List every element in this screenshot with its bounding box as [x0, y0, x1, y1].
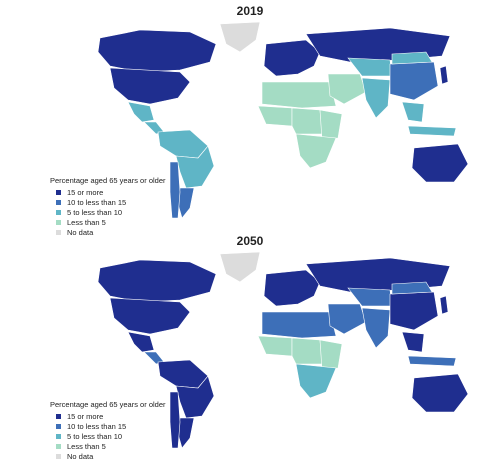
region-se-asia [401, 101, 425, 123]
region-usa [109, 297, 191, 335]
map-panel-2050: 2050 Percentage aged 65 years or older 1… [0, 230, 500, 461]
region-brazil [175, 145, 215, 189]
legend-label: No data [67, 227, 94, 237]
region-south-america-north [157, 129, 209, 159]
world-map-2050 [97, 252, 469, 449]
legend-label: Less than 5 [67, 217, 106, 227]
legend-2050: Percentage aged 65 years or older 15 or … [50, 400, 166, 461]
legend-swatch [56, 413, 61, 419]
region-central-asia [347, 57, 393, 77]
legend-item-5-10: 5 to less than 10 [50, 207, 166, 217]
legend-swatch [56, 219, 61, 225]
region-north-africa [261, 81, 337, 109]
legend-item-10-15: 10 to less than 15 [50, 421, 166, 431]
region-china [389, 61, 439, 101]
legend-swatch [56, 189, 61, 195]
legend-item-15-plus: 15 or more [50, 411, 166, 421]
region-mongolia [391, 281, 433, 295]
region-europe [263, 269, 321, 307]
legend-item-10-15: 10 to less than 15 [50, 197, 166, 207]
region-south-asia [361, 307, 391, 349]
map-title-2050: 2050 [236, 234, 264, 248]
region-central-asia [347, 287, 393, 307]
region-southern-africa [295, 363, 337, 399]
region-china [389, 291, 439, 331]
region-chile [169, 161, 181, 219]
legend-label: 15 or more [67, 411, 104, 421]
map-panel-2019: 2019 Percentage aged 65 years or older 1… [0, 0, 500, 237]
region-canada [97, 29, 217, 73]
legend-swatch [56, 443, 61, 449]
legend-label: 5 to less than 10 [67, 431, 123, 441]
region-argentina [177, 417, 195, 449]
region-chile [169, 391, 181, 449]
region-australia [411, 143, 469, 183]
region-canada [97, 259, 217, 303]
region-east-africa [319, 109, 343, 141]
region-south-america-north [157, 359, 209, 389]
region-north-africa [261, 311, 337, 339]
legend-2019: Percentage aged 65 years or older 15 or … [50, 176, 166, 237]
legend-label: Less than 5 [67, 441, 106, 451]
legend-swatch [56, 199, 61, 205]
region-east-africa [319, 339, 343, 371]
region-southern-africa [295, 133, 337, 169]
region-japan [439, 65, 449, 85]
region-indonesia [407, 355, 457, 367]
region-middle-east [327, 303, 367, 335]
region-japan [439, 295, 449, 315]
region-west-africa [257, 335, 293, 357]
legend-label: 5 to less than 10 [67, 207, 123, 217]
legend-item-15-plus: 15 or more [50, 187, 166, 197]
region-greenland [219, 252, 261, 283]
legend-title: Percentage aged 65 years or older [50, 400, 166, 409]
legend-swatch [56, 423, 61, 429]
region-usa [109, 67, 191, 105]
region-brazil [175, 375, 215, 419]
legend-swatch [56, 433, 61, 439]
legend-item-less-5: Less than 5 [50, 217, 166, 227]
legend-label: No data [67, 451, 94, 461]
region-mexico [127, 101, 155, 123]
region-argentina [177, 187, 195, 219]
region-south-asia [361, 77, 391, 119]
legend-label: 10 to less than 15 [67, 197, 127, 207]
map-title-2019: 2019 [236, 4, 264, 18]
region-west-africa [257, 105, 293, 127]
region-central-africa [291, 107, 323, 135]
legend-swatch [56, 229, 61, 235]
region-central-africa [291, 337, 323, 365]
world-map-2019 [97, 22, 469, 219]
legend-label: 15 or more [67, 187, 104, 197]
legend-swatch [56, 453, 61, 459]
region-mongolia [391, 51, 433, 65]
region-europe [263, 39, 321, 77]
region-greenland [219, 22, 261, 53]
region-indonesia [407, 125, 457, 137]
region-se-asia [401, 331, 425, 353]
legend-label: 10 to less than 15 [67, 421, 127, 431]
region-australia [411, 373, 469, 413]
legend-item-no-data: No data [50, 451, 166, 461]
region-middle-east [327, 73, 367, 105]
legend-item-5-10: 5 to less than 10 [50, 431, 166, 441]
region-mexico [127, 331, 155, 353]
legend-item-no-data: No data [50, 227, 166, 237]
legend-swatch [56, 209, 61, 215]
legend-title: Percentage aged 65 years or older [50, 176, 166, 185]
legend-item-less-5: Less than 5 [50, 441, 166, 451]
